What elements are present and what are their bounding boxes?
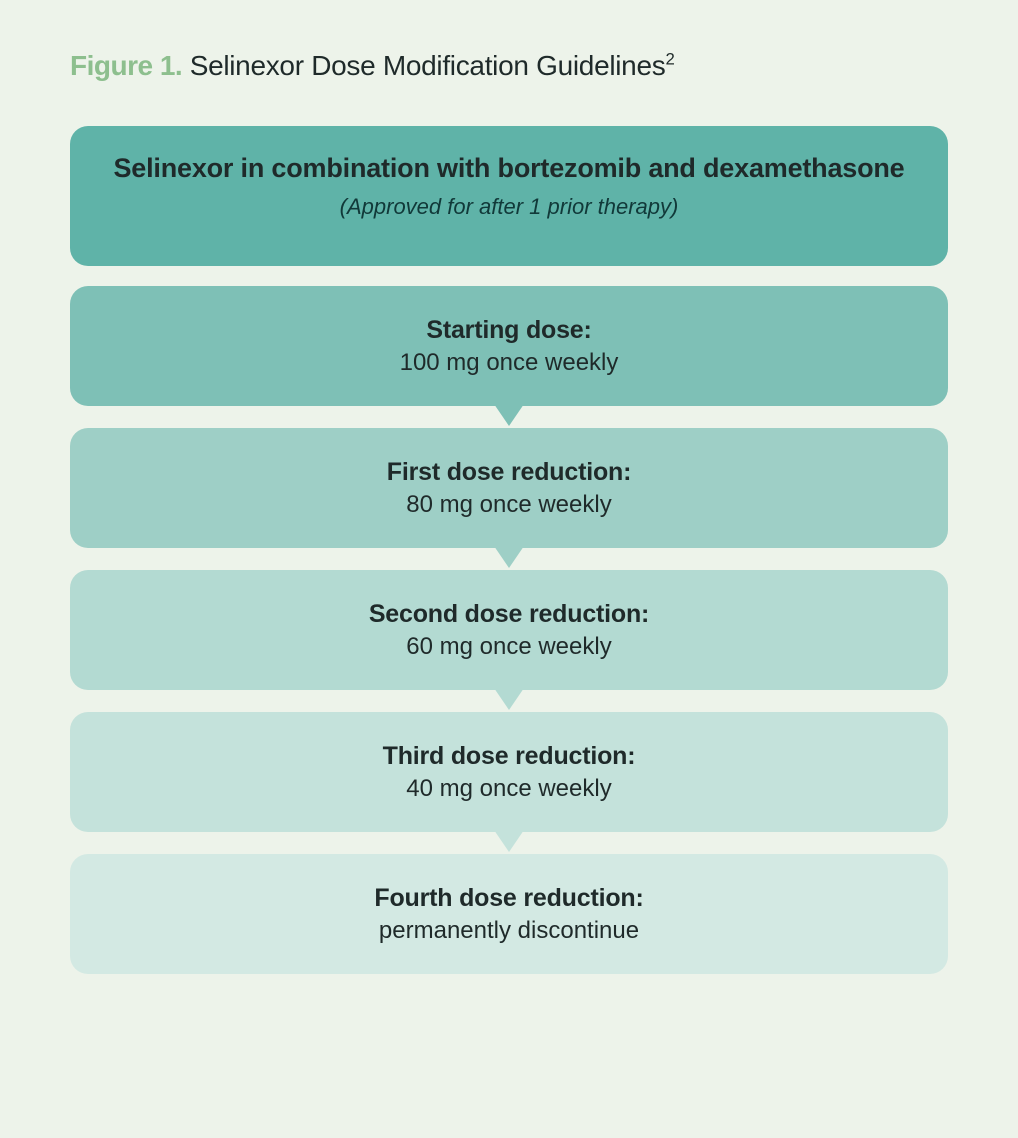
figure-label-text: Figure 1. bbox=[70, 50, 182, 81]
flow-arrow bbox=[70, 406, 948, 428]
chevron-down-icon bbox=[494, 546, 524, 568]
flow-step-title: Fourth dose reduction: bbox=[100, 884, 918, 913]
flow-arrow bbox=[70, 548, 948, 570]
figure-title-sup: 2 bbox=[665, 50, 674, 69]
flow-step-box: First dose reduction: 80 mg once weekly bbox=[70, 428, 948, 548]
flow-step-title: Third dose reduction: bbox=[100, 742, 918, 771]
flow-header-sub: (Approved for after 1 prior therapy) bbox=[100, 194, 918, 220]
flow-header-main: Selinexor in combination with bortezomib… bbox=[100, 152, 918, 186]
flow-step-box: Starting dose: 100 mg once weekly bbox=[70, 286, 948, 406]
flow-arrow bbox=[70, 690, 948, 712]
flow-header-box: Selinexor in combination with bortezomib… bbox=[70, 126, 948, 266]
figure-title: Figure 1. Selinexor Dose Modification Gu… bbox=[70, 50, 948, 82]
flow-step-box: Second dose reduction: 60 mg once weekly bbox=[70, 570, 948, 690]
flowchart: Selinexor in combination with bortezomib… bbox=[70, 126, 948, 974]
flow-step-title: Starting dose: bbox=[100, 316, 918, 345]
flow-step-box: Fourth dose reduction: permanently discon… bbox=[70, 854, 948, 974]
flow-step-sub: 60 mg once weekly bbox=[100, 633, 918, 661]
figure-label: Figure 1. bbox=[70, 50, 190, 81]
flow-arrow bbox=[70, 832, 948, 854]
flow-step-sub: permanently discontinue bbox=[100, 917, 918, 945]
chevron-down-icon bbox=[494, 830, 524, 852]
chevron-down-icon bbox=[494, 404, 524, 426]
flow-gap bbox=[70, 266, 948, 286]
flow-step-sub: 100 mg once weekly bbox=[100, 349, 918, 377]
flow-step-title: First dose reduction: bbox=[100, 458, 918, 487]
flow-step-sub: 40 mg once weekly bbox=[100, 775, 918, 803]
flow-step-sub: 80 mg once weekly bbox=[100, 491, 918, 519]
flow-step-title: Second dose reduction: bbox=[100, 600, 918, 629]
figure-title-text: Selinexor Dose Modification Guidelines bbox=[190, 50, 666, 81]
flow-step-box: Third dose reduction: 40 mg once weekly bbox=[70, 712, 948, 832]
chevron-down-icon bbox=[494, 688, 524, 710]
